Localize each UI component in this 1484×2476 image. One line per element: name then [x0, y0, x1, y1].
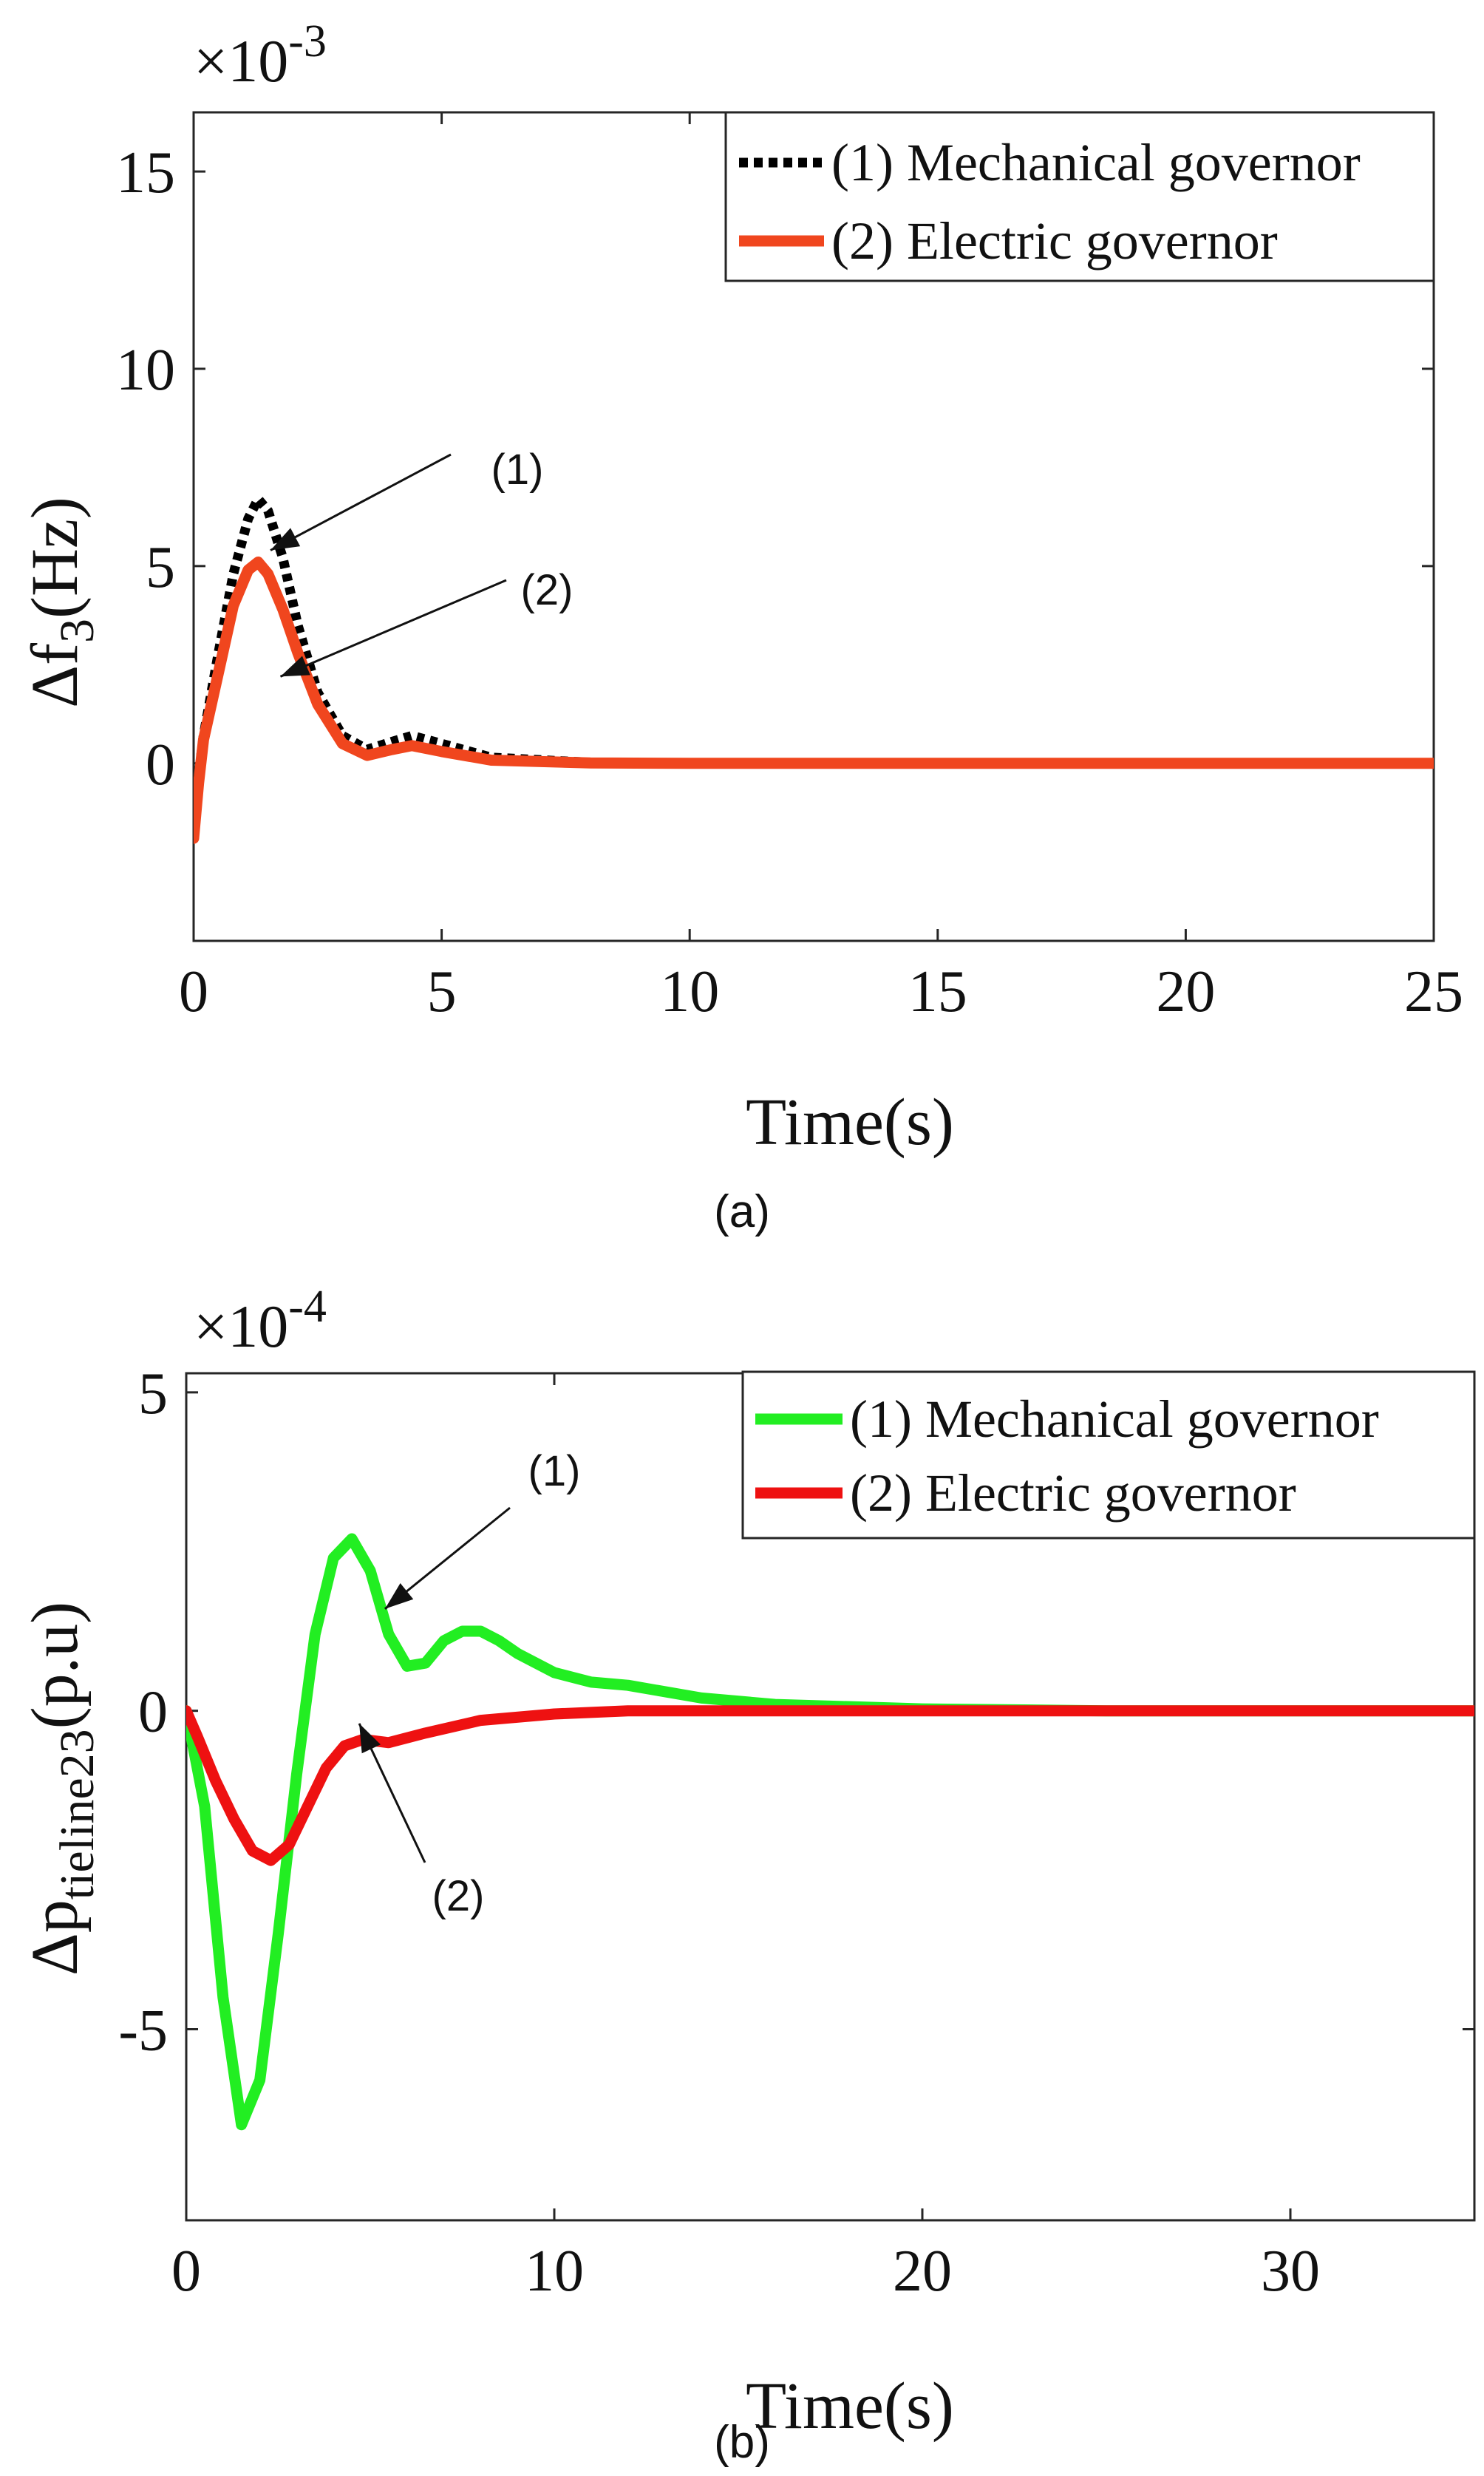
y-tick-label: 5 [146, 535, 175, 600]
series-line-1 [194, 494, 1434, 823]
legend-entry-1: (1) Mechanical governor [850, 1390, 1379, 1449]
chart-panel-a: 0 5 10 15 20 25 0 5 10 15 ×10-3 Time(s) Δf3(Hz) (1) (2… [18, 16, 1463, 1237]
x-tick-label: 20 [893, 2239, 952, 2304]
y-tick-label: 5 [138, 1361, 168, 1426]
axis-exponent: ×10-3 [194, 16, 327, 95]
annotation-arrowhead-1 [384, 1583, 414, 1609]
x-tick-label: 10 [660, 959, 719, 1024]
annotation-label-2: (2) [521, 566, 573, 614]
legend: (1) Mechanical governor (2) Electric gove… [741, 1370, 1476, 1540]
exponent-power: -3 [288, 16, 327, 67]
exponent-base: ×10 [194, 27, 288, 95]
panel-caption: (b) [714, 2417, 770, 2468]
x-tick-label: 0 [179, 959, 208, 1024]
series-line-2 [186, 1705, 1474, 1866]
annotation-label-1: (1) [491, 446, 544, 494]
annotation-label-1: (1) [528, 1447, 581, 1495]
x-axis-label: Time(s) [746, 1086, 954, 1159]
y-tick-label: 0 [146, 732, 175, 797]
series-line-2 [194, 557, 1434, 844]
y-label-unit: (p.u) [18, 1602, 92, 1729]
x-tick-label: 15 [908, 959, 967, 1024]
annotation-arrowhead-2 [359, 1723, 381, 1754]
legend-box [724, 111, 1435, 282]
annotation-arrow-1 [270, 453, 452, 551]
x-tick-label: 25 [1404, 959, 1463, 1024]
y-label-subscript: 3 [50, 619, 104, 643]
y-label-unit: (Hz) [18, 497, 92, 619]
annotation-arrowhead-1 [270, 528, 301, 551]
x-tick-label: 20 [1156, 959, 1215, 1024]
legend: (1) Mechanical governor (2) Electric gove… [724, 111, 1435, 282]
y-axis-label: Δptieline23(p.u) [18, 1602, 104, 1976]
annotation-label-2: (2) [432, 1872, 485, 1920]
x-tick-label: 5 [427, 959, 457, 1024]
exponent-base: ×10 [194, 1293, 288, 1360]
x-tick-label: 10 [525, 2239, 584, 2304]
series-line-1 [186, 1533, 1474, 2131]
y-label-subscript: tieline23 [50, 1729, 104, 1899]
y-tick-label: 0 [138, 1680, 168, 1745]
y-label-main: Δf [18, 643, 92, 708]
annotation-arrowhead-2 [280, 656, 310, 677]
y-label-main: Δp [18, 1899, 92, 1976]
x-tick-label: 0 [171, 2239, 201, 2304]
y-axis-label: Δf3(Hz) [18, 497, 104, 708]
legend-box [741, 1370, 1476, 1540]
y-tick-label: 15 [116, 140, 175, 205]
legend-entry-1: (1) Mechanical governor [831, 133, 1361, 192]
panel-caption: (a) [714, 1186, 770, 1237]
legend-entry-2: (2) Electric governor [831, 211, 1278, 271]
annotation-arrow-2 [279, 579, 507, 678]
legend-entry-2: (2) Electric governor [850, 1463, 1296, 1523]
exponent-power: -4 [288, 1282, 327, 1332]
x-axis-label: Time(s) [746, 2370, 954, 2443]
chart-panel-b: 0 10 20 30-505×10-4Time(s)Δptieline23(p.u)(… [18, 1282, 1476, 2468]
axis-exponent: ×10-4 [194, 1282, 327, 1360]
x-tick-label: 30 [1261, 2239, 1320, 2304]
y-tick-label: -5 [118, 1999, 168, 2064]
y-tick-label: 10 [116, 338, 175, 403]
